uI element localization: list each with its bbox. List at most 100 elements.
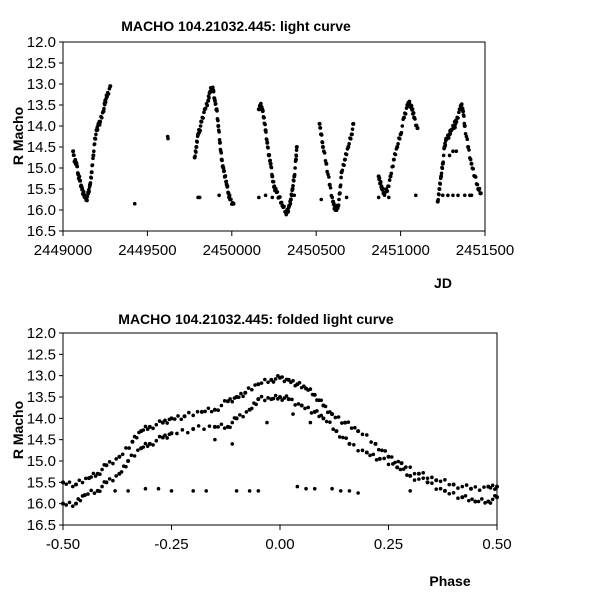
data-point <box>383 449 388 453</box>
data-point <box>360 448 365 453</box>
data-point <box>230 442 235 446</box>
data-point <box>395 145 400 149</box>
data-point <box>268 161 273 166</box>
data-point <box>327 182 332 187</box>
data-point <box>126 489 130 493</box>
folded-light-curve-chart: MACHO 104.21032.445: folded light curve … <box>10 311 512 589</box>
data-point <box>376 195 381 200</box>
data-point <box>347 142 351 146</box>
data-point <box>222 399 227 403</box>
data-point <box>291 412 295 416</box>
x-axis-label: JD <box>434 275 452 291</box>
data-point <box>165 421 169 425</box>
data-point <box>265 137 269 142</box>
data-point <box>291 184 295 188</box>
data-point <box>191 413 195 418</box>
data-point <box>75 164 80 169</box>
y-axis-label: R Macho <box>10 107 26 165</box>
data-point <box>471 167 475 171</box>
data-point <box>341 435 345 440</box>
data-point <box>100 484 104 489</box>
data-point <box>296 402 301 406</box>
data-point <box>249 387 254 392</box>
data-point <box>377 456 382 461</box>
data-point <box>388 174 393 179</box>
data-point <box>187 410 191 415</box>
data-point <box>324 419 329 424</box>
data-point <box>102 106 106 111</box>
data-point <box>219 422 224 427</box>
data-point <box>468 157 473 162</box>
data-point <box>249 406 254 411</box>
data-point <box>270 195 275 200</box>
data-point <box>438 486 443 491</box>
data-point <box>182 414 187 419</box>
data-point <box>212 424 217 429</box>
data-point <box>337 191 342 196</box>
data-point <box>106 92 111 96</box>
chart-title: MACHO 104.21032.445: folded light curve <box>118 311 394 327</box>
data-point <box>206 406 211 411</box>
chart-title: MACHO 104.21032.445: light curve <box>121 18 351 34</box>
data-point <box>321 416 326 421</box>
data-point <box>331 427 335 432</box>
data-point <box>180 428 185 432</box>
x-tick-label: 0.25 <box>374 536 403 553</box>
data-point <box>107 477 112 481</box>
data-point <box>373 441 378 446</box>
data-point <box>421 476 426 480</box>
data-point <box>441 193 445 198</box>
data-point <box>72 153 76 157</box>
data-point <box>243 390 248 395</box>
data-point <box>241 394 245 399</box>
data-point <box>344 152 349 157</box>
data-point <box>124 464 128 469</box>
light-curve-chart: MACHO 104.21032.445: light curve R Macho… <box>10 18 514 291</box>
data-point <box>320 140 325 145</box>
data-point <box>194 150 198 154</box>
data-point <box>340 168 345 173</box>
data-point <box>337 197 341 202</box>
data-point <box>228 425 232 430</box>
data-point <box>89 475 94 479</box>
data-point <box>460 495 465 500</box>
data-point <box>413 117 417 121</box>
data-point <box>143 486 148 491</box>
data-point <box>469 193 474 198</box>
data-point <box>303 406 307 411</box>
data-point <box>328 185 333 190</box>
x-tick-label: 0.50 <box>482 536 511 553</box>
data-point <box>462 124 467 128</box>
data-point <box>80 480 85 485</box>
data-point <box>286 397 291 402</box>
data-point <box>407 99 412 104</box>
data-point <box>270 174 275 179</box>
data-point <box>381 186 385 191</box>
data-point <box>368 453 372 458</box>
data-point <box>434 478 439 483</box>
data-point <box>204 489 209 493</box>
data-point <box>239 391 243 396</box>
data-point <box>256 382 261 387</box>
y-axis-label: R Macho <box>10 401 26 459</box>
data-point <box>215 109 219 113</box>
data-point <box>293 157 298 162</box>
data-point <box>216 124 221 128</box>
data-point <box>347 489 352 493</box>
data-point <box>266 396 270 400</box>
data-point <box>437 187 442 191</box>
data-point <box>206 98 211 103</box>
data-point <box>342 163 346 168</box>
data-point <box>323 404 328 409</box>
data-point <box>346 420 351 424</box>
data-point <box>488 486 493 490</box>
data-point <box>64 482 69 486</box>
data-point <box>294 145 299 149</box>
data-point <box>213 101 218 106</box>
data-point <box>425 480 430 485</box>
data-point <box>273 187 278 191</box>
data-point <box>91 156 95 161</box>
data-point <box>156 486 161 491</box>
y-tick-label: 14.0 <box>27 118 56 135</box>
data-point <box>443 143 448 148</box>
